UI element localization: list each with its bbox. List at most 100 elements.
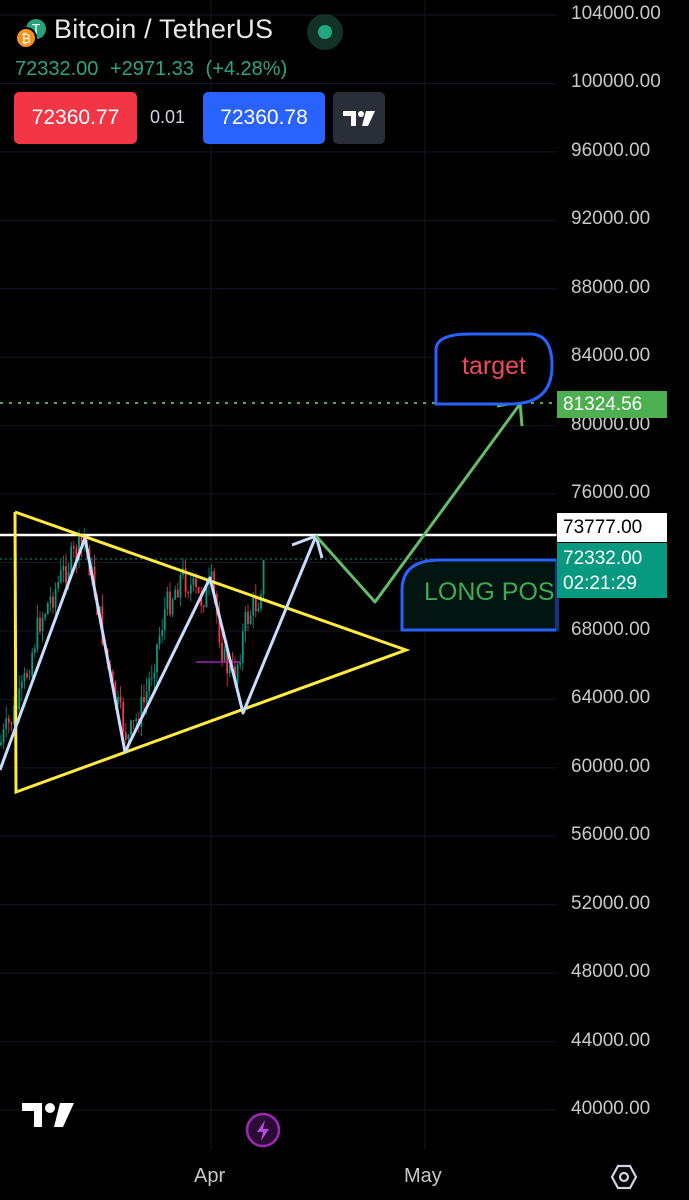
current-price-value: 72332.00 [563,548,643,569]
candle-body [20,681,23,689]
candle-body [75,548,78,561]
last-price: 72332.00 [15,58,99,80]
time-label-may: May [404,1165,442,1187]
candle-body [169,591,171,615]
candle-body [33,648,36,653]
candle-body [132,720,135,722]
tradingview-icon [343,111,375,126]
candle-body [13,705,15,725]
candle-body [2,729,5,743]
candle-body [192,578,195,585]
candle-body [223,648,226,661]
target-label: target [462,352,526,380]
candle-body [202,605,205,608]
price-axis-label: 104000.00 [571,3,661,24]
candle-body [143,697,145,703]
candle-body [28,676,31,678]
candle-body [80,534,83,544]
candle-body [127,734,130,740]
candle-body [39,617,41,632]
price-axis-label: 52000.00 [571,892,651,914]
candle-body [226,648,229,674]
candle-body [236,664,239,684]
price-axis-label: 96000.00 [571,139,651,161]
candle-body [153,672,156,679]
candle-body [140,697,143,727]
candle-body [78,534,80,561]
tradingview-logo-icon[interactable] [20,1098,76,1130]
candle-body [174,589,177,600]
candle-body [67,572,70,583]
candle-body [257,608,260,612]
candle-body [161,630,164,636]
long-position-label: LONG POS [424,578,555,606]
price-axis-label: 76000.00 [571,482,651,504]
price-axis-label: 68000.00 [571,618,651,640]
candle-body [18,688,21,710]
price-axis-label: 88000.00 [571,276,651,298]
spread-value: 0.01 [150,107,186,127]
candle-body [23,673,26,682]
candle-body [54,588,57,608]
svg-text:T: T [31,23,40,38]
candle-body [130,720,132,735]
price-axis-label: 80000.00 [571,413,651,435]
candle-body [249,615,252,624]
svg-text:₿: ₿ [21,32,31,47]
candle-body [218,614,221,643]
candle-body [241,631,244,663]
candle-body [163,609,166,631]
candle-body [26,673,28,678]
price-axis-label: 40000.00 [571,1098,651,1119]
candle-body [195,578,197,587]
candle-body [260,594,262,609]
candle-body [10,722,13,725]
candle-body [41,617,44,632]
candle-body [262,560,265,595]
tradingview-button[interactable] [333,92,385,144]
price-axis-label: 100000.00 [571,71,661,93]
price-axis-label: 92000.00 [571,208,651,230]
candle-body [252,597,255,616]
candle-body [57,582,60,589]
candle-body [156,644,158,673]
symbol-title[interactable]: Bitcoin / TetherUS [54,14,274,44]
settings-icon[interactable] [610,1163,638,1191]
candle-body [72,546,75,549]
candle-body [5,718,8,730]
candle-body [36,617,39,649]
candle-body [176,589,179,598]
price-axis-label: 64000.00 [571,687,651,709]
candle-body [31,652,34,677]
wave-zigzag [0,535,318,771]
sell-button[interactable]: 72360.77 [14,92,137,144]
price-axis-label: 44000.00 [571,1029,651,1051]
candle-body [122,702,125,733]
candle-body [158,635,161,645]
candle-body [49,596,52,603]
candle-body [7,718,10,723]
target-price-tag: 81324.56 [557,391,667,418]
current-price-tag: 72332.00 02:21:29 [557,543,667,598]
candle-body [145,691,148,703]
candle-body [150,678,153,680]
candle-body [221,642,223,661]
buy-button[interactable]: 72360.78 [203,92,325,144]
candle-body [46,602,49,615]
price-axis-label: 84000.00 [571,345,651,367]
candle-body [228,664,231,674]
price-axis-label: 56000.00 [571,824,651,846]
candle-body [124,732,127,740]
price-axis-label: 60000.00 [571,755,651,777]
lightning-icon[interactable] [245,1112,281,1148]
time-label-apr: Apr [194,1165,226,1187]
candle-body [210,571,213,578]
long-position-callout [400,558,559,632]
candle-body [179,574,182,598]
price-change: +2971.33 [109,58,194,80]
candle-body [239,662,242,665]
candle-body [171,599,174,615]
target-callout [434,332,554,406]
candle-body [62,566,65,571]
